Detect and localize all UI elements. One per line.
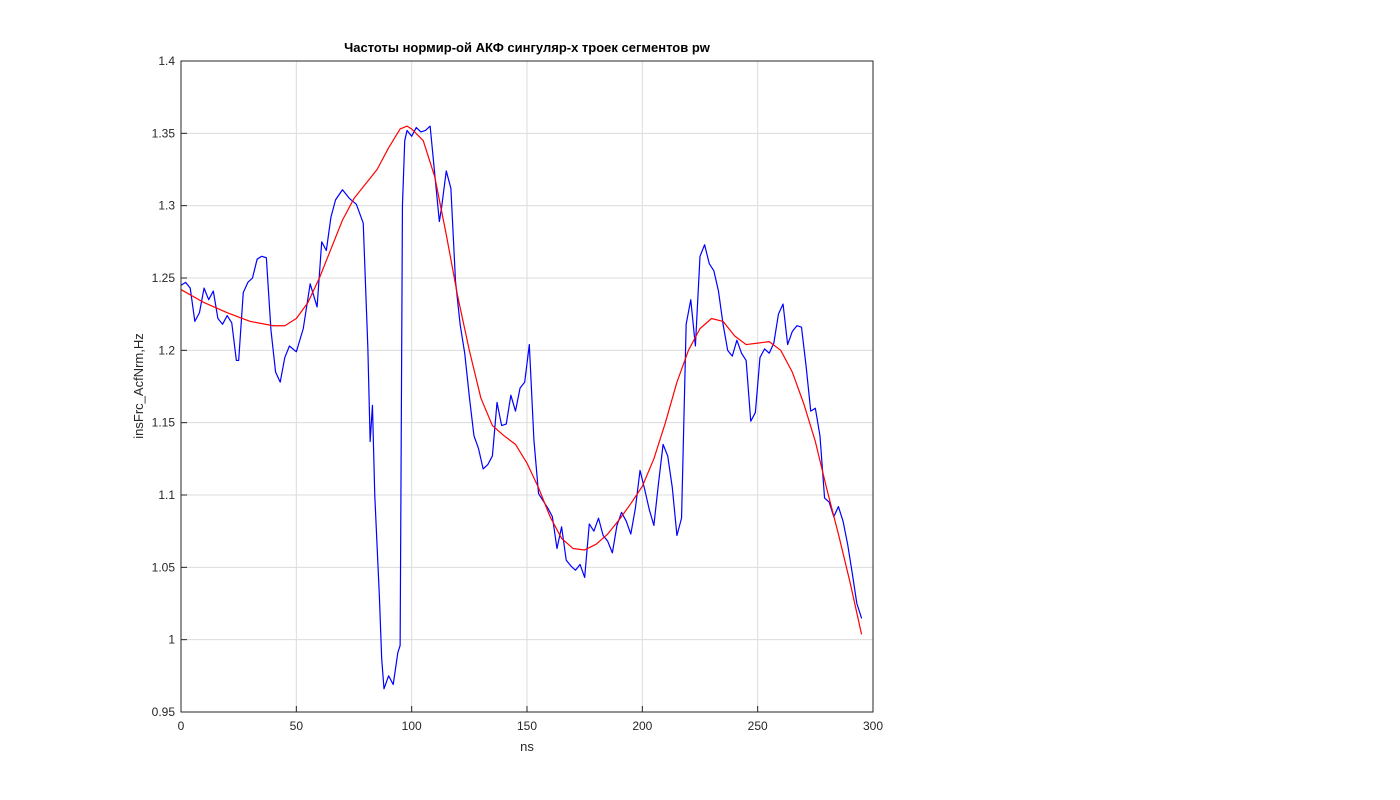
ticks: 0 50 100 150 200 250 300 0.95 1 1.05 1.1 1.15 1.2 1.2…	[152, 54, 884, 733]
y-tick-label: 1	[168, 633, 175, 647]
y-tick-label: 1.05	[152, 560, 176, 574]
y-tick-label: 1.25	[152, 271, 176, 285]
y-tick-label: 1.35	[152, 126, 176, 140]
x-tick-label: 100	[402, 719, 422, 733]
y-tick-label: 1.1	[158, 488, 175, 502]
grid	[180, 60, 874, 713]
x-tick-label: 50	[290, 719, 304, 733]
x-axis-label: ns	[520, 739, 534, 754]
y-tick-label: 1.4	[158, 54, 175, 68]
y-tick-label: 1.2	[158, 343, 175, 357]
series-line-blue	[180, 125, 863, 690]
series-layer	[180, 125, 863, 690]
chart-title: Частоты нормир-ой АКФ сингуляр-х троек с…	[344, 40, 711, 55]
x-tick-label: 0	[178, 719, 185, 733]
y-tick-label: 1.3	[158, 199, 175, 213]
x-tick-label: 300	[863, 719, 883, 733]
y-axis-label: insFrc_AcfNrm,Hz	[131, 333, 146, 438]
y-tick-label: 0.95	[152, 705, 176, 719]
y-tick-label: 1.15	[152, 416, 176, 430]
x-tick-label: 200	[632, 719, 652, 733]
x-tick-label: 250	[748, 719, 768, 733]
x-tick-label: 150	[517, 719, 537, 733]
series-line-red	[180, 125, 863, 635]
